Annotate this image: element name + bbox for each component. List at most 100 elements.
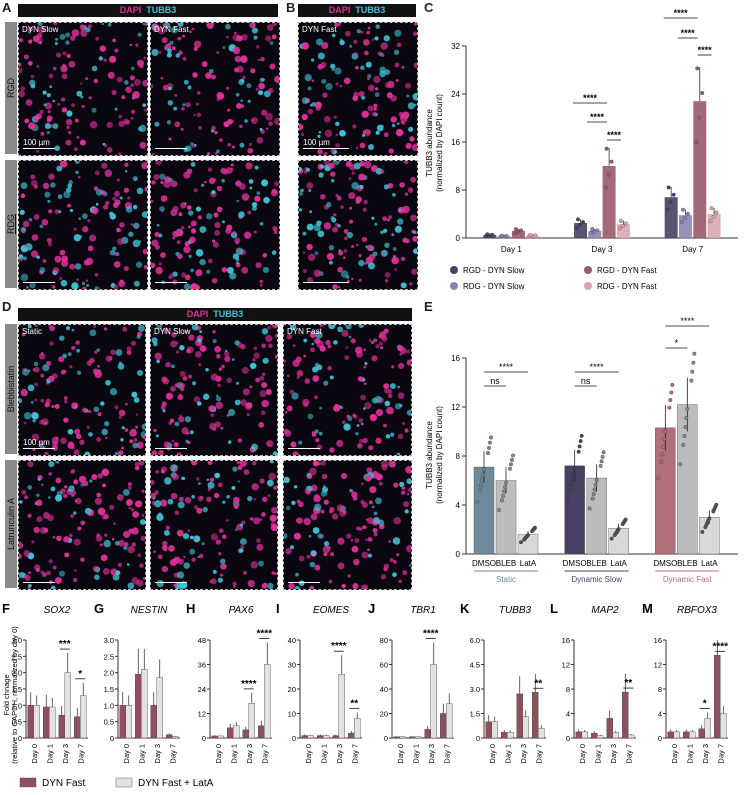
significance-label: ****: [331, 641, 347, 652]
bar: [673, 731, 680, 739]
x-tick-label: Day 3: [592, 245, 613, 254]
data-point: [511, 453, 515, 458]
bar: [511, 230, 525, 238]
data-point: [577, 444, 582, 449]
y-tick-label: 0: [292, 734, 296, 743]
micrograph-b-rdg-fast: [298, 160, 418, 290]
gene-title: EOMES: [313, 605, 349, 616]
micrograph-lata-slow: [150, 460, 278, 590]
data-point: [711, 214, 716, 219]
data-point: [593, 482, 598, 487]
significance-label: *: [78, 669, 82, 680]
legend-label: RDG - DYN Slow: [463, 282, 525, 291]
y-tick-label: 2.0: [104, 669, 114, 678]
data-point: [668, 398, 673, 403]
y-tick-label: 0: [658, 734, 662, 743]
cell-speckles: [299, 23, 417, 155]
bar: [119, 705, 126, 739]
y-axis-label: TUBB3 abundance: [425, 421, 434, 489]
data-point: [569, 482, 574, 487]
y-tick-label: 1.5: [104, 685, 114, 694]
significance-label: ****: [590, 362, 605, 372]
bar: [430, 664, 437, 739]
data-point: [571, 471, 576, 476]
legend-swatch: [450, 266, 458, 274]
bar: [172, 736, 179, 739]
y-tick-label: 40: [380, 685, 388, 694]
data-point: [666, 185, 671, 190]
bar: [516, 693, 523, 739]
cell-speckles: [19, 161, 147, 289]
bar: [74, 716, 81, 739]
x-tick-label: BLEB: [496, 559, 516, 568]
data-point: [598, 463, 603, 468]
tubb3-label: TUBB3: [213, 309, 244, 319]
bar: [233, 725, 240, 739]
data-point: [662, 437, 667, 442]
data-point: [504, 480, 508, 485]
cell-speckles: [151, 23, 279, 155]
gene-title: TBR1: [410, 605, 436, 616]
x-tick-label: Day 3: [61, 744, 70, 764]
bar: [27, 705, 34, 739]
significance-label: *: [675, 338, 679, 348]
y-axis-label: Fold chnage: [2, 674, 11, 715]
data-point: [479, 483, 483, 488]
y-axis-label: (normalized by DAPI count): [435, 406, 444, 504]
bar: [667, 731, 674, 739]
chart-e: 0 4 8 12 16 TUBB3 abundance (normalized by DAP…: [425, 316, 738, 584]
bar: [338, 674, 345, 739]
data-point: [714, 210, 719, 215]
y-tick-label: 0: [18, 734, 22, 743]
x-tick-label: LatA: [610, 559, 627, 568]
x-tick-label: LatA: [701, 559, 718, 568]
gene-title: PAX6: [229, 605, 254, 616]
data-point: [681, 207, 685, 212]
data-point: [681, 442, 686, 447]
data-point: [587, 506, 592, 511]
micrograph-b-rgd-fast: DYN Fast 100 µm: [298, 22, 418, 156]
data-point: [579, 433, 584, 438]
cell-speckles: [151, 161, 279, 289]
y-tick-label: 24: [451, 90, 460, 99]
legend-swatch: [584, 266, 592, 274]
legend-label: DYN Fast: [42, 778, 86, 789]
scale-bar: [23, 148, 55, 149]
data-point: [570, 477, 575, 481]
bar: [393, 736, 400, 739]
bar: [80, 695, 87, 739]
data-point: [501, 493, 505, 498]
bar: [258, 725, 265, 739]
x-tick-label: Day 1: [229, 744, 238, 764]
y-tick-label: 24: [198, 685, 206, 694]
bar: [440, 713, 447, 739]
y-tick-label: 0: [476, 734, 480, 743]
legend-swatch: [450, 282, 458, 290]
bar: [507, 732, 514, 739]
tubb3-label: TUBB3: [355, 5, 386, 15]
bar: [622, 691, 629, 739]
data-point: [490, 232, 495, 237]
x-tick-label: Day 0: [488, 744, 497, 764]
gene-title: NESTIN: [131, 605, 168, 616]
data-point: [678, 462, 683, 467]
data-point: [510, 457, 514, 462]
panel-label: F: [2, 601, 10, 616]
y-tick-label: 48: [198, 636, 206, 645]
cell-speckles: [299, 161, 417, 289]
panel-label-a: A: [2, 0, 12, 15]
panel-label: G: [94, 601, 104, 616]
data-point: [488, 440, 492, 445]
data-point: [502, 489, 506, 494]
dapi-label: DAPI: [328, 5, 351, 15]
x-tick-label: Day 0: [670, 744, 679, 764]
bar: [501, 732, 508, 739]
data-point: [618, 218, 623, 223]
bar: [242, 729, 249, 739]
gene-title: SOX2: [44, 605, 71, 616]
data-point: [499, 233, 504, 238]
y-tick-label: 40: [288, 636, 296, 645]
scale-bar: [155, 582, 187, 583]
significance-label: **: [624, 678, 632, 689]
bar: [415, 736, 422, 739]
